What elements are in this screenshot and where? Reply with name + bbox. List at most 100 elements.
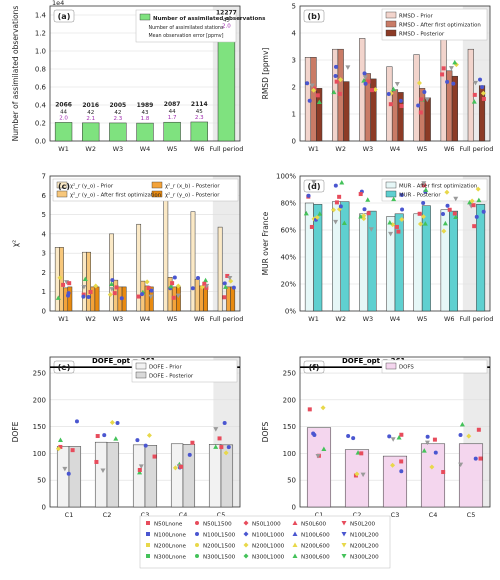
data-point-marker	[196, 275, 201, 280]
data-point-marker	[423, 187, 429, 192]
data-point-marker	[481, 209, 486, 214]
legend-label: RMSD - After first optimization	[399, 23, 481, 29]
bar	[94, 286, 100, 312]
legend-marker	[195, 543, 199, 547]
data-point-marker	[480, 85, 485, 90]
y-axis-label: DOFE	[11, 421, 20, 442]
data-point-marker	[311, 87, 317, 93]
data-point-marker	[476, 427, 481, 432]
y-tick-label: 200	[33, 396, 46, 404]
legend-marker	[243, 520, 249, 526]
data-point-marker	[416, 103, 421, 108]
bar	[176, 286, 181, 312]
legend-swatch	[151, 190, 163, 198]
x-tick-label: C4	[429, 511, 438, 519]
station-count-label: 42	[114, 110, 121, 116]
obs-count-label: 2005	[110, 102, 127, 109]
bar	[63, 287, 69, 312]
y-tick-label: 2	[42, 269, 46, 277]
bar	[449, 210, 458, 312]
bar	[419, 88, 426, 142]
data-point-marker	[386, 92, 391, 97]
legend-entry-label: N300L600	[301, 555, 330, 561]
data-point-marker	[190, 440, 195, 445]
panel-label: (b)	[307, 12, 320, 21]
legend-marker	[195, 532, 199, 536]
obs-count-label: 2114	[191, 101, 208, 108]
legend-entry-label: N300L200	[350, 555, 379, 561]
data-point-marker	[331, 207, 337, 213]
data-point-marker	[339, 179, 345, 185]
data-point-marker	[222, 281, 227, 286]
y-tick-label: 80%	[280, 200, 296, 208]
data-point-marker	[135, 438, 140, 443]
y-tick-label: 250	[33, 370, 46, 378]
y-tick-label: 1	[42, 288, 46, 296]
bar	[163, 196, 169, 312]
obs-error-label: 1.7	[168, 115, 177, 121]
data-point-marker	[441, 228, 447, 234]
bar	[148, 286, 154, 312]
x-tick-label: W3	[363, 315, 374, 323]
panel-label: (d)	[307, 182, 320, 191]
data-point-marker	[390, 437, 396, 442]
x-tick-label: W5	[417, 145, 428, 153]
y-tick-label: 60%	[280, 227, 296, 235]
data-point-marker	[480, 90, 486, 96]
legend-swatch	[385, 11, 397, 19]
bar	[203, 286, 208, 312]
data-point-marker	[447, 207, 452, 212]
data-point-marker	[119, 296, 124, 301]
bar	[106, 442, 120, 508]
legend-marker	[195, 521, 199, 525]
x-tick-label: W4	[140, 145, 151, 153]
data-point-marker	[388, 231, 394, 237]
x-tick-label: W2	[335, 315, 346, 323]
panel-label-box	[303, 179, 325, 193]
x-tick-label: W1	[308, 145, 319, 153]
data-point-marker	[433, 450, 438, 455]
bar	[163, 121, 181, 142]
data-point-marker	[219, 445, 224, 450]
legend-box	[381, 359, 488, 374]
legend-entry-label: N50L200	[350, 522, 376, 528]
bar	[208, 444, 222, 508]
data-point-marker	[417, 211, 422, 216]
station-count-label: 45	[196, 109, 203, 115]
y-tick-label: 150	[283, 423, 296, 431]
y-axis-label: Number of assimilated observations	[11, 6, 20, 142]
bar	[230, 286, 236, 312]
panel-label: (e)	[58, 363, 71, 372]
panel-label: (a)	[58, 12, 71, 21]
data-point-marker	[309, 83, 315, 88]
y-tick-label: 0	[292, 138, 296, 146]
data-point-marker	[152, 454, 157, 459]
data-point-marker	[175, 293, 181, 299]
data-point-marker	[114, 285, 119, 290]
panel-a	[49, 5, 241, 142]
bar	[109, 233, 114, 312]
bar	[113, 279, 119, 312]
data-point-marker	[346, 433, 351, 438]
y-tick-label: 100	[33, 450, 46, 458]
data-point-marker	[222, 295, 227, 300]
panel-b	[299, 5, 491, 142]
x-tick-label: W3	[363, 145, 374, 153]
panel-c	[49, 175, 241, 312]
y-tick-label: 3	[292, 57, 296, 65]
legend-label: χ²_r (y_o) - After first optimization	[70, 192, 161, 199]
data-point-marker	[445, 203, 450, 208]
x-tick-label: W2	[85, 315, 96, 323]
data-point-marker	[453, 214, 459, 220]
data-point-marker	[62, 466, 68, 472]
y-tick-label: 100	[283, 450, 296, 458]
data-point-marker	[399, 217, 405, 223]
data-point-marker	[144, 279, 150, 285]
legend-entry-label: N200L200	[350, 544, 379, 550]
legend-marker	[292, 542, 298, 547]
data-point-marker	[452, 211, 457, 216]
data-point-marker	[394, 82, 400, 87]
data-point-marker	[453, 196, 459, 202]
y-tick-label: 1	[292, 111, 296, 119]
data-point-marker	[55, 295, 61, 300]
